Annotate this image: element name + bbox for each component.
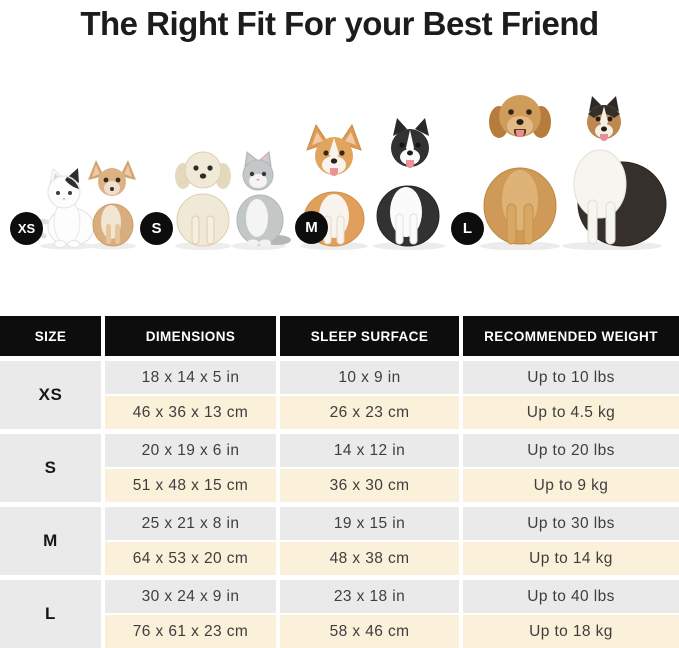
cell-xs-dimensions-cm: 46 x 36 x 13 cm [105,396,276,429]
cell-l-weight-kg: Up to 18 kg [463,615,679,648]
size-group-xs: XS 18 x 14 x 5 in 10 x 9 in Up to 10 lbs… [0,361,679,429]
cell-s-weight-lbs: Up to 20 lbs [463,434,679,467]
size-group-s: S 20 x 19 x 6 in 14 x 12 in Up to 20 lbs… [0,434,679,502]
pet-chihuahua-image [88,160,136,250]
cell-m-sleep-cm: 48 x 38 cm [280,542,459,575]
pet-golden-retriever-image [480,95,560,250]
size-badge-xs: XS [10,212,43,245]
pet-size-comparison: XS S M L [0,58,679,252]
cell-xs-weight-kg: Up to 4.5 kg [463,396,679,429]
cell-s-dimensions-cm: 51 x 48 x 15 cm [105,469,276,502]
size-badge-m: M [295,211,328,244]
cell-m-dimensions-in: 25 x 21 x 8 in [105,507,276,540]
col-header-size: SIZE [0,316,101,356]
col-header-recommended-weight: RECOMMENDED WEIGHT [463,316,679,356]
page-title: The Right Fit For your Best Friend [80,5,599,42]
cell-m-weight-kg: Up to 14 kg [463,542,679,575]
col-header-dimensions: DIMENSIONS [105,316,276,356]
size-badge-s: S [140,212,173,245]
size-label-xs: XS [0,361,101,429]
size-chart-table: SIZE DIMENSIONS SLEEP SURFACE RECOMMENDE… [0,316,679,648]
size-group-l: L 30 x 24 x 9 in 23 x 18 in Up to 40 lbs… [0,580,679,648]
cell-s-sleep-in: 14 x 12 in [280,434,459,467]
pet-white-kitten-image [36,168,95,250]
cell-m-dimensions-cm: 64 x 53 x 20 cm [105,542,276,575]
cell-xs-sleep-cm: 26 x 23 cm [280,396,459,429]
cell-xs-dimensions-in: 18 x 14 x 5 in [105,361,276,394]
pet-maltese-puppy-image [175,151,231,250]
pet-rough-collie-image [562,96,667,250]
cell-s-sleep-cm: 36 x 30 cm [280,469,459,502]
cell-s-dimensions-in: 20 x 19 x 6 in [105,434,276,467]
table-header-row: SIZE DIMENSIONS SLEEP SURFACE RECOMMENDE… [0,316,679,356]
size-label-l: L [0,580,101,648]
pet-grey-cat-image [232,151,291,250]
cell-s-weight-kg: Up to 9 kg [463,469,679,502]
cell-l-dimensions-cm: 76 x 61 x 23 cm [105,615,276,648]
cell-l-weight-lbs: Up to 40 lbs [463,580,679,613]
cell-xs-sleep-in: 10 x 9 in [280,361,459,394]
pet-border-collie-image [373,118,445,250]
cell-l-sleep-in: 23 x 18 in [280,580,459,613]
size-badge-l: L [451,212,484,245]
cell-xs-weight-lbs: Up to 10 lbs [463,361,679,394]
size-label-m: M [0,507,101,575]
col-header-sleep-surface: SLEEP SURFACE [280,316,459,356]
cell-m-weight-lbs: Up to 30 lbs [463,507,679,540]
cell-l-sleep-cm: 58 x 46 cm [280,615,459,648]
size-group-m: M 25 x 21 x 8 in 19 x 15 in Up to 30 lbs… [0,507,679,575]
cell-m-sleep-in: 19 x 15 in [280,507,459,540]
cell-l-dimensions-in: 30 x 24 x 9 in [105,580,276,613]
size-label-s: S [0,434,101,502]
